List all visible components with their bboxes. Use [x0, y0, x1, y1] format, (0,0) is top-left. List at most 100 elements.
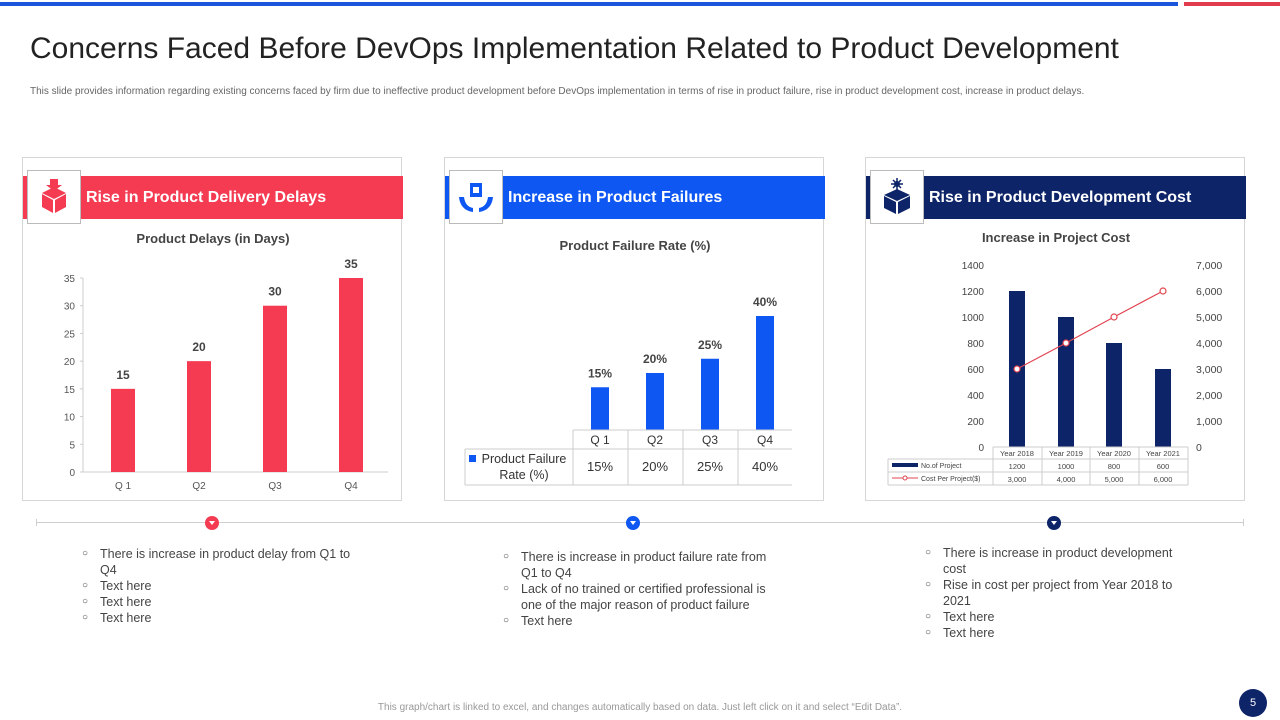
bar	[1058, 317, 1074, 447]
line-point	[1159, 287, 1167, 295]
y-left-tick-label: 800	[967, 339, 984, 350]
data-label: 15%	[588, 366, 612, 380]
data-label: 30	[268, 285, 282, 299]
timeline-marker-red	[205, 516, 219, 530]
chart-title: Product Failure Rate (%)	[559, 238, 711, 253]
table-category-header: Q 1	[590, 433, 610, 447]
y-right-tick-label: 6,000	[1196, 286, 1222, 298]
table-row-label: Rate (%)	[499, 468, 548, 482]
table-value-cell: 4,000	[1057, 475, 1076, 484]
table-value-cell: 6,000	[1154, 475, 1173, 484]
list-item: Text here	[925, 625, 1185, 641]
y-tick-label: 35	[64, 274, 76, 285]
table-value-cell: 600	[1157, 462, 1170, 471]
list-item: There is increase in product delay from …	[82, 546, 352, 578]
bar	[339, 278, 363, 472]
panel-product-failures: Increase in Product Failures Product Fai…	[444, 157, 825, 501]
data-label: 40%	[753, 295, 777, 309]
chart-title: Increase in Project Cost	[981, 230, 1131, 245]
hands-box-icon	[449, 170, 503, 224]
table-value-cell: 1000	[1058, 462, 1075, 471]
table-category-header: Year 2021	[1146, 449, 1180, 458]
list-item: There is increase in product failure rat…	[503, 549, 768, 581]
table-category-header: Year 2019	[1049, 449, 1083, 458]
line-point	[1062, 339, 1070, 347]
page-number: 5	[1239, 689, 1267, 717]
table-value-cell: 15%	[587, 459, 613, 474]
page-title: Concerns Faced Before DevOps Implementat…	[30, 32, 1119, 65]
bar	[187, 361, 211, 472]
y-left-tick-label: 1400	[962, 261, 985, 272]
list-item: There is increase in product development…	[925, 545, 1185, 577]
data-label: 20%	[643, 352, 667, 366]
panel-header: Rise in Product Delivery Delays	[23, 176, 403, 219]
data-label: 20	[192, 340, 206, 354]
list-item: Text here	[925, 609, 1185, 625]
legend-label: No.of Project	[921, 463, 962, 470]
list-item: Text here	[82, 610, 352, 626]
y-right-tick-label: 1,000	[1196, 416, 1222, 428]
failure-rate-chart: 15% 20% 25% 40% Q 1 15% Q2 20% Q3 25% Q4 40% Product…	[464, 295, 792, 486]
timeline-marker-blue	[626, 516, 640, 530]
project-cost-combo-chart: 0 200 400 600 800 1000 1200 1400 0 1,000 2,000 3,00…	[887, 260, 1222, 486]
box-down-icon	[27, 170, 81, 224]
legend-swatch	[469, 455, 476, 462]
panel-header: Rise in Product Development Cost	[866, 176, 1246, 219]
table-value-cell: 5,000	[1105, 475, 1124, 484]
list-item: Text here	[503, 613, 768, 629]
table-category-header: Q4	[757, 433, 773, 447]
y-tick-label: 20	[64, 357, 76, 368]
table-value-cell: 40%	[752, 459, 778, 474]
panel-development-cost: Rise in Product Development Cost Increas…	[865, 157, 1246, 501]
y-left-tick-label: 400	[967, 391, 984, 402]
y-right-tick-label: 7,000	[1196, 260, 1222, 272]
y-right-tick-label: 4,000	[1196, 338, 1222, 350]
table-category-header: Q3	[702, 433, 718, 447]
bar	[111, 388, 135, 472]
timeline-start-cap	[36, 519, 37, 526]
x-tick-label: Q4	[344, 481, 358, 492]
table-row-label: Product Failure	[482, 452, 567, 466]
y-right-tick-label: 3,000	[1196, 364, 1222, 376]
x-tick-label: Q2	[192, 481, 206, 492]
data-label: 15	[116, 368, 130, 382]
chart-title: Product Delays (in Days)	[136, 231, 290, 246]
data-label: 25%	[698, 338, 722, 352]
y-left-tick-label: 1200	[962, 287, 985, 298]
y-left-tick-label: 0	[978, 443, 984, 454]
table-value-cell: 800	[1108, 462, 1121, 471]
bar	[646, 373, 664, 430]
data-label: 35	[344, 258, 358, 271]
top-accent-bar-blue	[0, 2, 1178, 6]
top-accent-bar-red	[1184, 2, 1280, 6]
y-tick-label: 10	[64, 413, 76, 424]
panel-header: Increase in Product Failures	[445, 176, 825, 219]
line-series	[1016, 290, 1164, 370]
table-category-header: Year 2020	[1097, 449, 1131, 458]
bullet-list-failures: There is increase in product failure rat…	[503, 549, 768, 629]
y-tick-label: 25	[64, 329, 76, 340]
delays-bar-chart: 0 5 10 15 20 25 30 35 15 Q 1 20 Q2 30 Q3 35 Q4	[64, 258, 388, 492]
bar	[701, 358, 719, 430]
line-point	[1110, 313, 1118, 321]
box-gear-icon	[870, 170, 924, 224]
y-right-tick-label: 0	[1196, 442, 1202, 454]
bullet-list-cost: There is increase in product development…	[925, 545, 1185, 641]
y-left-tick-label: 1000	[962, 313, 985, 324]
bar	[756, 316, 774, 430]
list-item: Lack of no trained or certified professi…	[503, 581, 768, 613]
y-tick-label: 0	[69, 468, 75, 479]
list-item: Rise in cost per project from Year 2018 …	[925, 577, 1185, 609]
list-item: Text here	[82, 578, 352, 594]
line-point	[1013, 365, 1021, 373]
y-tick-label: 5	[69, 440, 75, 451]
bullet-list-delays: There is increase in product delay from …	[82, 546, 352, 626]
y-right-tick-label: 5,000	[1196, 312, 1222, 324]
timeline-marker-navy	[1047, 516, 1061, 530]
footer-note: This graph/chart is linked to excel, and…	[377, 702, 903, 713]
legend-label: Cost Per Project($)	[921, 476, 981, 483]
timeline-end-cap	[1243, 519, 1244, 526]
legend-swatch-point	[902, 475, 908, 481]
table-category-header: Q2	[647, 433, 663, 447]
page-subtitle: This slide provides information regardin…	[30, 86, 1085, 97]
